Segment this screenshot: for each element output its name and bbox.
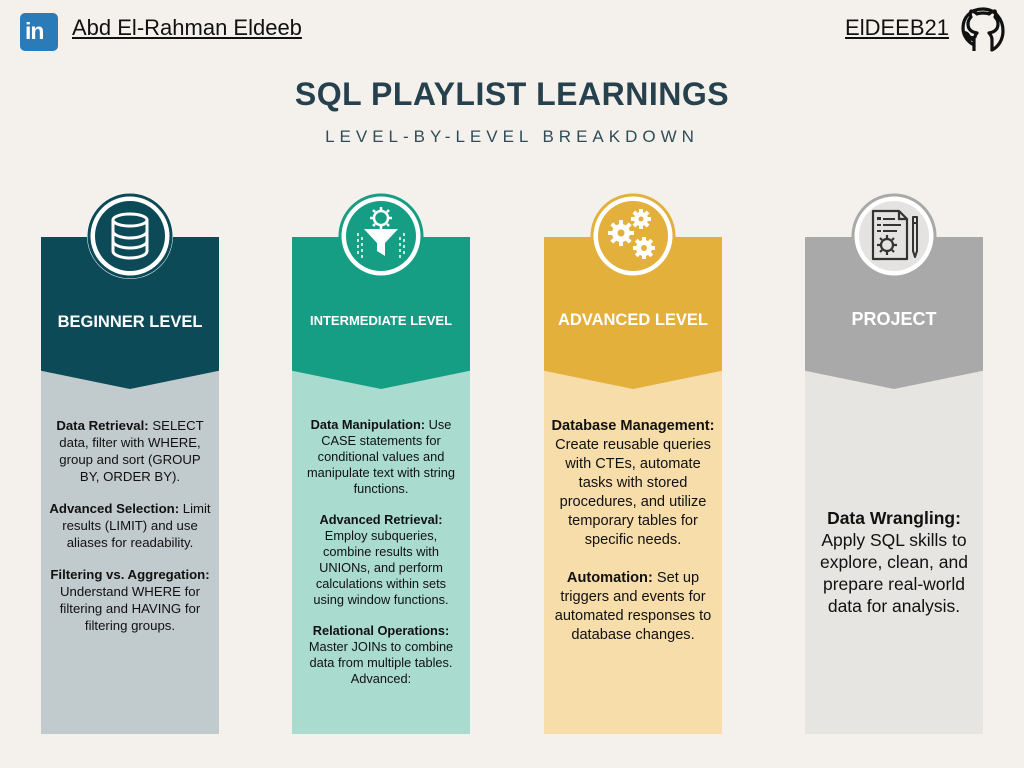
column-label: BEGINNER LEVEL (57, 313, 203, 331)
column-text: Data Wrangling: Apply SQL skills to expl… (811, 507, 977, 632)
database-icon (87, 193, 173, 279)
page-subtitle: LEVEL-BY-LEVEL BREAKDOWN (325, 127, 699, 146)
linkedin-glyph: in (25, 18, 44, 44)
column-body (544, 371, 722, 734)
funnel-gear-icon (338, 193, 424, 279)
column-label: PROJECT (851, 309, 937, 329)
column-text: Data Retrieval: SELECT data, filter with… (49, 417, 211, 649)
text-block: Data Manipulation: Use CASE statements f… (307, 417, 455, 496)
column-body (805, 371, 983, 734)
column-project: PROJECT Data Wrangling: Apply SQL skills… (805, 237, 983, 734)
text-block: Data Wrangling: Apply SQL skills to expl… (820, 508, 968, 616)
linkedin-icon[interactable]: in (20, 13, 58, 51)
text-block: Advanced Selection: Limit results (LIMIT… (49, 501, 211, 550)
author-link[interactable]: Abd El-Rahman Eldeeb (72, 15, 302, 40)
text-block: Advanced Retrieval: Employ subqueries, c… (313, 512, 449, 607)
gears-icon (590, 193, 676, 279)
text-block: Automation: Set up triggers and events f… (554, 570, 712, 643)
column-text: Database Management: Create reusable que… (550, 417, 716, 660)
text-block: Database Management: Create reusable que… (551, 418, 715, 548)
column-label: ADVANCED LEVEL (557, 311, 709, 329)
github-icon[interactable] (958, 5, 1008, 55)
page-title: SQL PLAYLIST LEARNINGS (294, 76, 730, 112)
github-handle-link[interactable]: ElDEEB21 (845, 15, 949, 40)
column-intermediate: INTERMEDIATE LEVEL Data Manipulation: Us… (292, 237, 470, 734)
text-block: Filtering vs. Aggregation: Understand WH… (50, 567, 210, 633)
text-block: Data Retrieval: SELECT data, filter with… (56, 418, 204, 484)
column-advanced: ADVANCED LEVEL Database Management: Crea… (544, 237, 722, 734)
column-body (41, 371, 219, 734)
column-body (292, 371, 470, 734)
document-gear-icon (851, 193, 937, 279)
text-block: Relational Operations: Master JOINs to c… (308, 623, 454, 686)
column-text: Data Manipulation: Use CASE statements f… (300, 417, 462, 702)
column-label: INTERMEDIATE LEVEL (309, 313, 453, 328)
column-beginner: BEGINNER LEVEL Data Retrieval: SELECT da… (41, 237, 219, 734)
